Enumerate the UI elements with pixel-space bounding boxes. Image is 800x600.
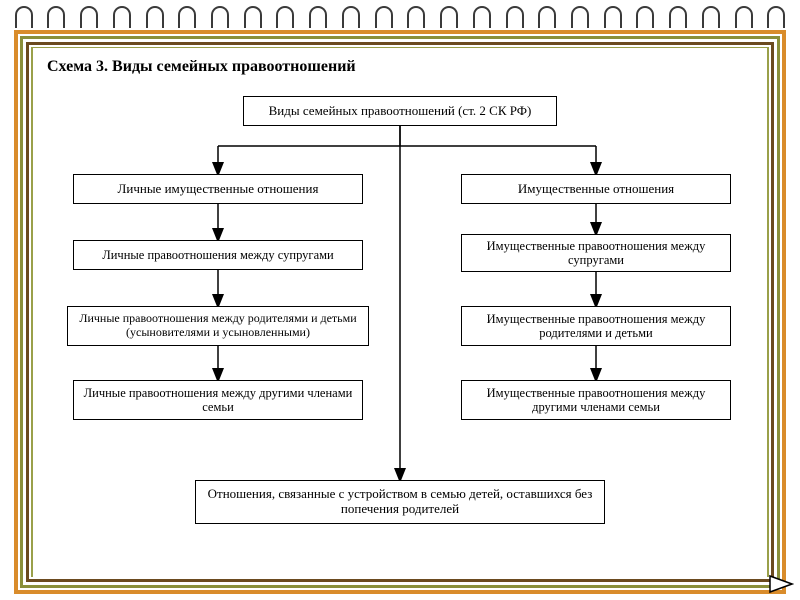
- flowchart-node-rightD: Имущественные правоотношения между други…: [461, 380, 731, 420]
- flowchart-node-rightC: Имущественные правоотношения между родит…: [461, 306, 731, 346]
- flowchart-node-leftB: Личные правоотношения между супругами: [73, 240, 363, 270]
- spiral-ring: [473, 6, 491, 28]
- flowchart-node-bottom: Отношения, связанные с устройством в сем…: [195, 480, 605, 524]
- spiral-ring: [178, 6, 196, 28]
- spiral-ring: [244, 6, 262, 28]
- next-page-button[interactable]: [768, 574, 794, 594]
- spiral-ring: [767, 6, 785, 28]
- spiral-ring: [47, 6, 65, 28]
- spiral-ring: [211, 6, 229, 28]
- flowchart-node-rightB: Имущественные правоотношения между супру…: [461, 234, 731, 272]
- spiral-ring: [80, 6, 98, 28]
- flowchart-node-leftA: Личные имущественные отношения: [73, 174, 363, 204]
- spiral-ring: [702, 6, 720, 28]
- spiral-ring: [735, 6, 753, 28]
- spiral-ring: [342, 6, 360, 28]
- spiral-ring: [309, 6, 327, 28]
- flowchart-node-leftC: Личные правоотношения между родителями и…: [67, 306, 369, 346]
- spiral-ring: [636, 6, 654, 28]
- flowchart-node-rightA: Имущественные отношения: [461, 174, 731, 204]
- spiral-ring: [407, 6, 425, 28]
- spiral-ring: [276, 6, 294, 28]
- spiral-ring: [669, 6, 687, 28]
- diagram-title: Схема 3. Виды семейных правоотношений: [47, 58, 356, 76]
- spiral-ring: [571, 6, 589, 28]
- flowchart-node-root: Виды семейных правоотношений (ст. 2 СК Р…: [243, 96, 557, 126]
- spiral-ring: [506, 6, 524, 28]
- diagram-area: Схема 3. Виды семейных правоотношений Ви…: [33, 48, 767, 578]
- spiral-binding: [0, 0, 800, 28]
- spiral-ring: [604, 6, 622, 28]
- spiral-ring: [375, 6, 393, 28]
- spiral-ring: [440, 6, 458, 28]
- spiral-ring: [15, 6, 33, 28]
- flowchart-node-leftD: Личные правоотношения между другими член…: [73, 380, 363, 420]
- spiral-ring: [113, 6, 131, 28]
- spiral-ring: [146, 6, 164, 28]
- spiral-ring: [538, 6, 556, 28]
